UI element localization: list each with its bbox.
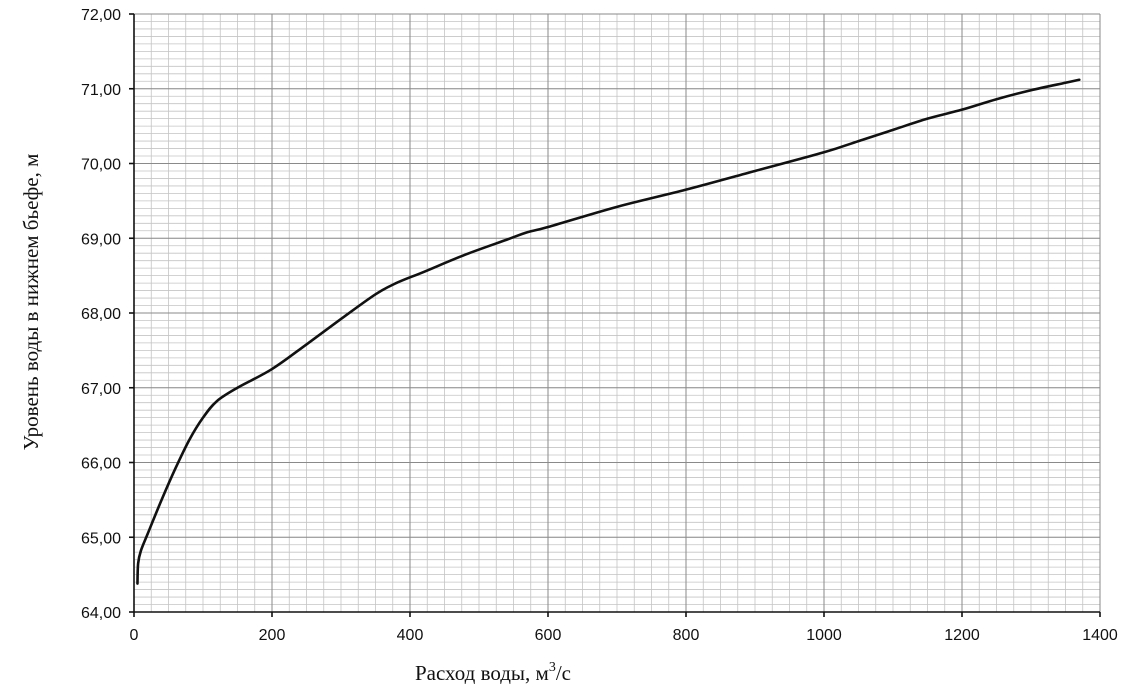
y-tick-label: 68,00 — [81, 306, 121, 323]
y-tick-label: 72,00 — [81, 7, 121, 24]
y-tick-label: 66,00 — [81, 456, 121, 473]
x-tick-label: 1200 — [944, 627, 980, 644]
y-tick-label: 71,00 — [81, 82, 121, 99]
y-tick-label: 69,00 — [81, 231, 121, 248]
y-tick-label: 70,00 — [81, 157, 121, 174]
y-axis-title: Уровень воды в нижнем бьефе, м — [19, 154, 43, 451]
y-tick-labels: 64,00 65,00 66,00 67,00 68,00 69,00 70,00 71,00… — [81, 7, 121, 622]
x-tick-label: 1400 — [1082, 627, 1118, 644]
axes — [129, 13, 1101, 617]
x-tick-label: 800 — [673, 627, 700, 644]
y-tick-label: 64,00 — [81, 605, 121, 622]
series-group — [136, 78, 1081, 585]
x-tick-label: 600 — [535, 627, 562, 644]
x-tick-label: 1000 — [806, 627, 842, 644]
x-tick-labels: 0 200 400 600 800 1000 1200 1400 — [130, 627, 1118, 644]
x-tick-label: 0 — [130, 627, 139, 644]
x-axis-title: Расход воды, м3/с — [415, 660, 571, 685]
y-tick-label: 67,00 — [81, 381, 121, 398]
series-line — [136, 78, 1081, 585]
y-tick-label: 65,00 — [81, 530, 121, 547]
x-tick-label: 400 — [397, 627, 424, 644]
x-tick-label: 200 — [259, 627, 286, 644]
